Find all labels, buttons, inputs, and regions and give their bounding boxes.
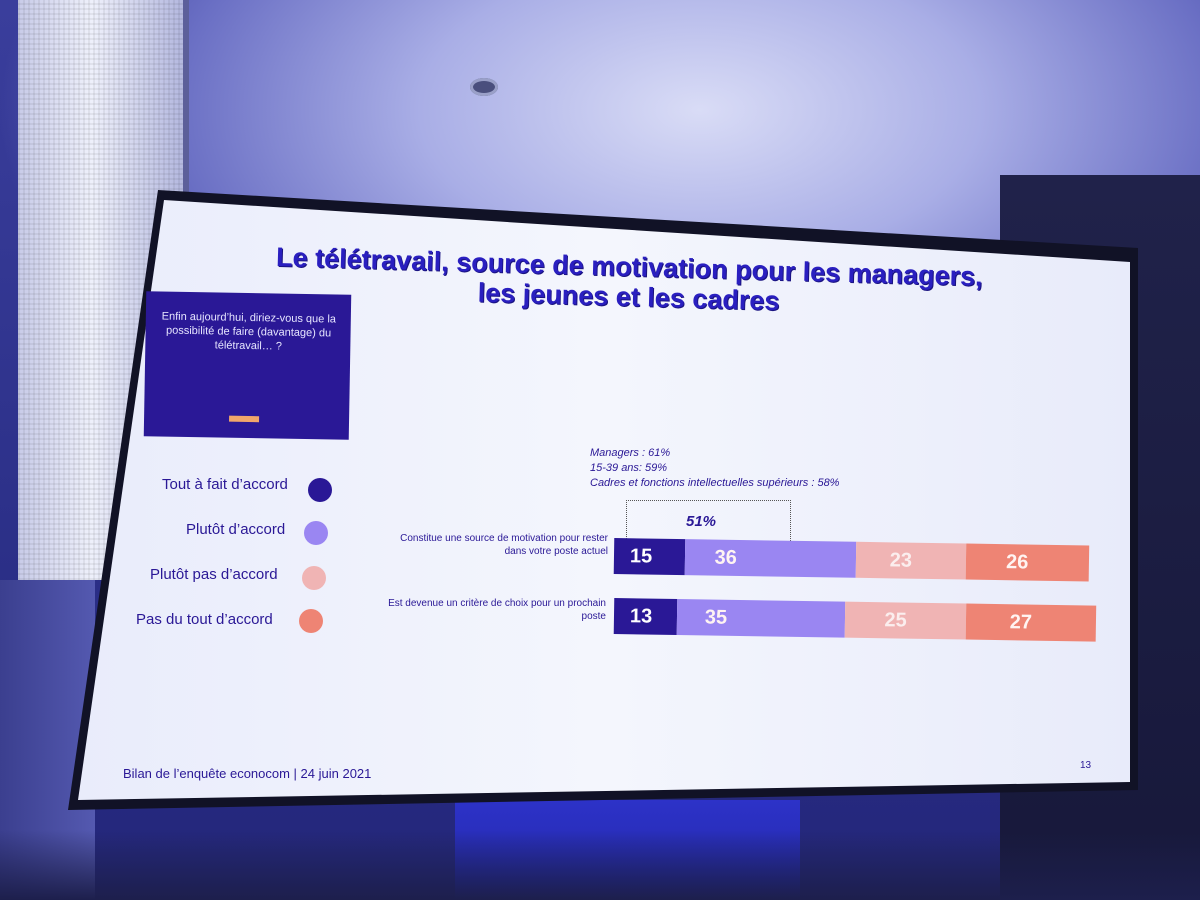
row-label-2: Est devenue un critère de choix pour un … xyxy=(388,598,606,622)
legend-dot-1 xyxy=(308,478,332,502)
bar-value-label: 27 xyxy=(1009,610,1033,634)
bar-segment: 25 xyxy=(845,601,967,640)
bar-segment: 27 xyxy=(965,603,1097,642)
slide-footer: Bilan de l’enquête econocom | 24 juin 20… xyxy=(123,766,372,781)
question-box: Enfin aujourd’hui, diriez-vous que la po… xyxy=(143,291,352,440)
bar-value-label: 25 xyxy=(884,608,907,632)
bar-row-1: 15 36 23 26 xyxy=(613,538,1090,582)
bar-segment: 36 xyxy=(684,539,857,578)
annotation-cadres: Cadres et fonctions intellectuelles supé… xyxy=(590,477,840,489)
bar-segment: 23 xyxy=(855,541,966,580)
bar-value-label: 36 xyxy=(714,546,738,569)
bar-value-label: 13 xyxy=(629,604,653,628)
bar-value-label: 26 xyxy=(1005,550,1029,574)
legend-dot-4 xyxy=(299,609,323,633)
legend-label-3: Plutôt pas d’accord xyxy=(150,566,278,583)
bar-value-label: 15 xyxy=(629,544,653,568)
question-text: Enfin aujourd’hui, diriez-vous que la po… xyxy=(161,310,337,353)
bar-segment: 13 xyxy=(613,598,677,635)
annotation-young: 15-39 ans: 59% xyxy=(590,462,668,474)
combined-bracket xyxy=(626,500,791,543)
bar-segment: 26 xyxy=(965,543,1090,582)
floor xyxy=(0,830,1200,900)
question-accent-bar xyxy=(229,415,260,423)
annotation-managers: Managers : 61% xyxy=(590,447,671,459)
legend-label-4: Pas du tout d’accord xyxy=(136,611,273,628)
ceiling-light xyxy=(470,78,498,96)
bar-value-label: 35 xyxy=(704,605,728,629)
legend-dot-3 xyxy=(302,566,326,590)
bar-row-2: 13 35 25 27 xyxy=(613,598,1097,642)
legend-label-1: Tout à fait d’accord xyxy=(162,476,288,493)
combined-percentage: 51% xyxy=(686,513,717,530)
row-label-1: Constitue une source de motivation pour … xyxy=(400,533,608,557)
bar-value-label: 23 xyxy=(889,548,913,572)
bar-segment: 15 xyxy=(613,538,686,576)
bar-segment: 35 xyxy=(676,598,846,638)
legend-label-2: Plutôt d’accord xyxy=(186,521,286,538)
legend-dot-2 xyxy=(304,521,328,545)
page-number: 13 xyxy=(1080,760,1092,771)
